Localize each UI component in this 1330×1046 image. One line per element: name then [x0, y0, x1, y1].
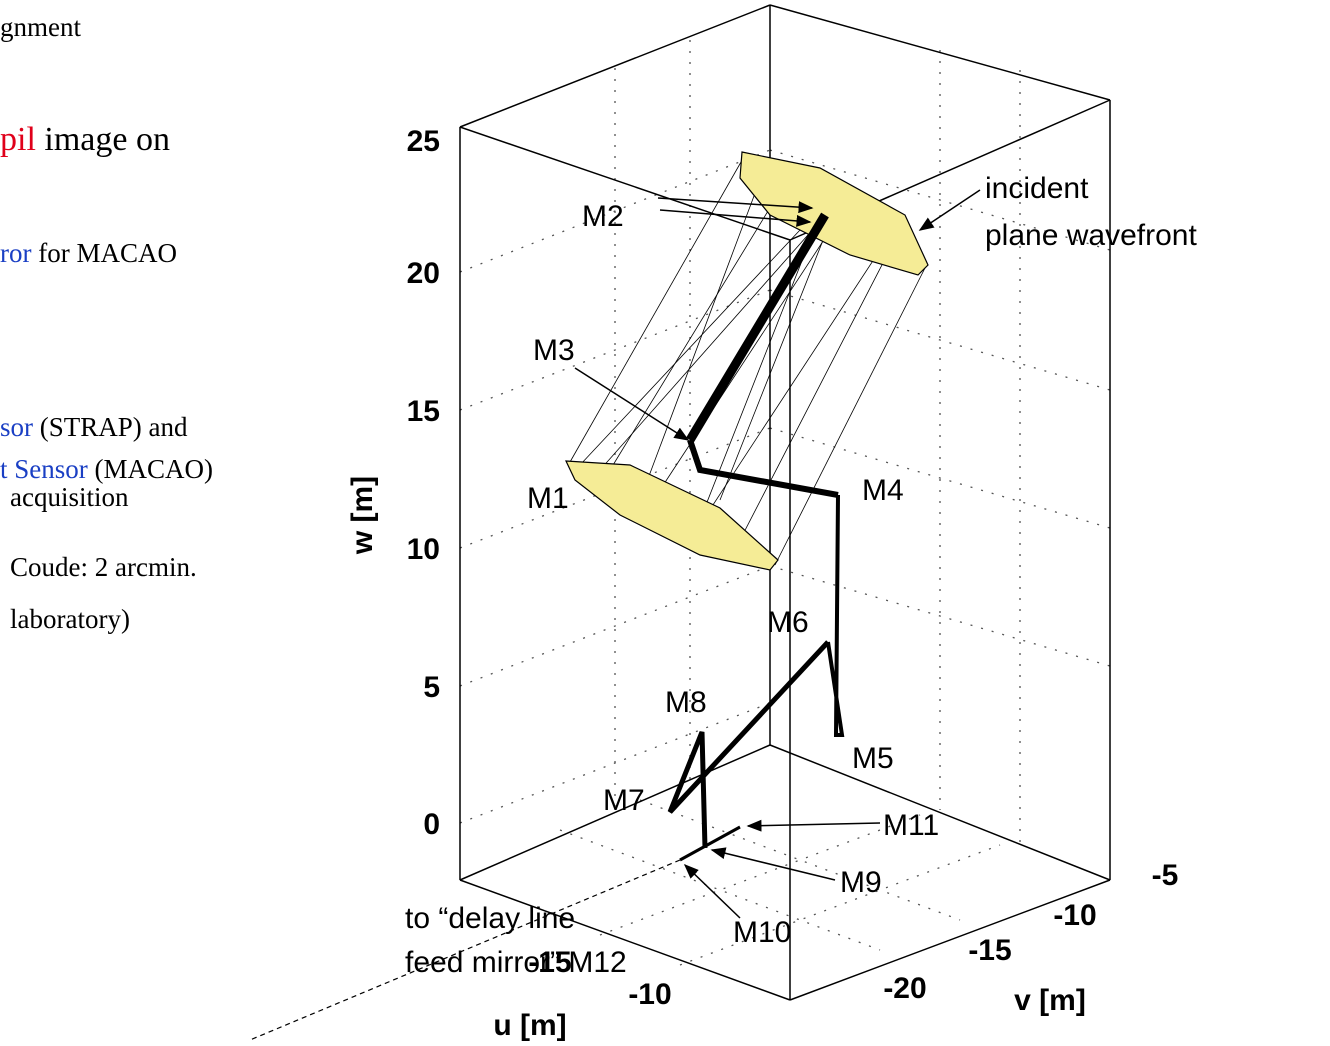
- w-tick: 20: [407, 257, 440, 290]
- text-line: pil image on: [0, 121, 170, 158]
- w-tick: 5: [423, 671, 440, 704]
- text-line: t Sensor (MACAO): [0, 454, 213, 484]
- mirror-m2: [740, 152, 928, 275]
- mirror-label: M8: [665, 686, 707, 719]
- w-tick: 10: [407, 533, 440, 566]
- v-tick: -20: [883, 972, 926, 1005]
- mirror-label: M9: [840, 866, 882, 899]
- text: (STRAP) and: [33, 412, 188, 442]
- text-line: laboratory): [10, 604, 130, 634]
- text-line: ror for MACAO: [0, 238, 177, 268]
- w-tick: 25: [407, 125, 440, 158]
- mirror-label: M2: [582, 200, 624, 233]
- w-tick: 15: [407, 395, 440, 428]
- text: t Sensor: [0, 454, 88, 484]
- mirror-label: M11: [883, 809, 939, 842]
- mirror-label: M10: [733, 916, 791, 949]
- text: for MACAO: [31, 238, 177, 268]
- text: gnment: [0, 12, 81, 42]
- page: gnment pil image on ror for MACAO sor (S…: [0, 0, 1330, 1041]
- text-line: acquisition: [10, 482, 129, 512]
- u-tick: -10: [628, 978, 671, 1011]
- v-tick: -15: [968, 934, 1011, 967]
- mirror-label: M7: [603, 784, 645, 817]
- mirror-label: M5: [852, 742, 894, 775]
- mirror-label: M1: [527, 482, 569, 515]
- w-tick: 0: [423, 808, 440, 841]
- slide-text: gnment pil image on ror for MACAO sor (S…: [0, 12, 213, 634]
- text: ror: [0, 238, 31, 268]
- mirror-label: M3: [533, 334, 575, 367]
- mirror-label: M6: [767, 606, 809, 639]
- text: (MACAO): [88, 454, 213, 484]
- v-tick: -5: [1152, 859, 1179, 892]
- text: sor: [0, 412, 33, 442]
- annotation: feed mirror” M12: [405, 946, 627, 979]
- annotation: plane wavefront: [985, 219, 1197, 252]
- u-label: u [m]: [493, 1009, 566, 1041]
- w-label: w [m]: [346, 476, 379, 555]
- mirror-label: M4: [862, 474, 904, 507]
- mirror-labels: M1 M2 M3 M4 M5 M6 M7 M8 M9 M10 M11 incid…: [405, 172, 1197, 979]
- annotation: to “delay line: [405, 902, 575, 935]
- v-label: v [m]: [1014, 984, 1086, 1017]
- text-line: sor (STRAP) and: [0, 412, 188, 442]
- annotation: incident: [985, 172, 1089, 205]
- text: pil: [0, 121, 36, 158]
- text-line: gnment: [0, 12, 81, 42]
- text: image on: [36, 121, 170, 158]
- v-tick: -10: [1053, 899, 1096, 932]
- text-line: Coude: 2 arcmin.: [10, 552, 197, 582]
